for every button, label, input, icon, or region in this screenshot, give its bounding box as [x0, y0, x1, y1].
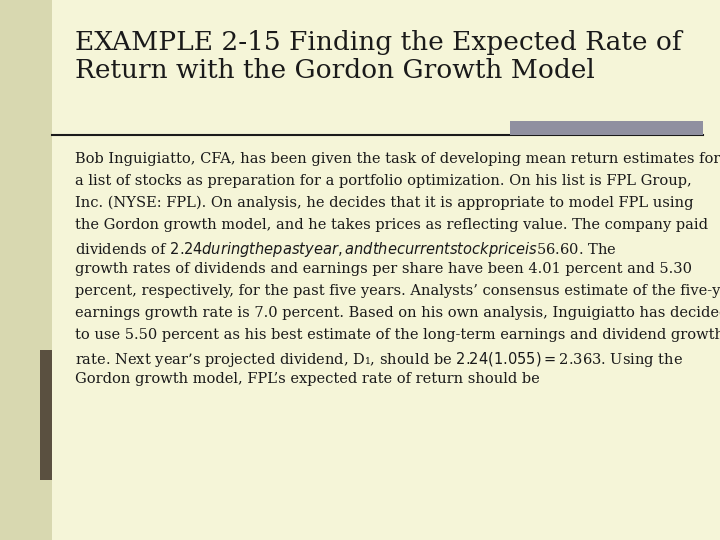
Bar — [510, 121, 703, 135]
Text: Return with the Gordon Growth Model: Return with the Gordon Growth Model — [75, 58, 595, 84]
Text: Bob Inguigiatto, CFA, has been given the task of developing mean return estimate: Bob Inguigiatto, CFA, has been given the… — [75, 152, 720, 166]
Text: earnings growth rate is 7.0 percent. Based on his own analysis, Inguigiatto has : earnings growth rate is 7.0 percent. Bas… — [75, 306, 720, 320]
Text: percent, respectively, for the past five years. Analysts’ consensus estimate of : percent, respectively, for the past five… — [75, 284, 720, 298]
Bar — [0, 0, 52, 540]
Text: a list of stocks as preparation for a portfolio optimization. On his list is FPL: a list of stocks as preparation for a po… — [75, 174, 692, 188]
Text: rate. Next year’s projected dividend, D₁, should be $2.24(1.055) = $2.363. Using: rate. Next year’s projected dividend, D₁… — [75, 350, 683, 369]
Bar — [40, 350, 52, 480]
Text: growth rates of dividends and earnings per share have been 4.01 percent and 5.30: growth rates of dividends and earnings p… — [75, 262, 692, 276]
Text: EXAMPLE 2-15 Finding the Expected Rate of: EXAMPLE 2-15 Finding the Expected Rate o… — [75, 30, 682, 55]
Text: dividends of $2.24 during the past year, and the current stock price is $56.60. : dividends of $2.24 during the past year,… — [75, 240, 616, 259]
Text: to use 5.50 percent as his best estimate of the long-term earnings and dividend : to use 5.50 percent as his best estimate… — [75, 328, 720, 342]
Text: Inc. (NYSE: FPL). On analysis, he decides that it is appropriate to model FPL us: Inc. (NYSE: FPL). On analysis, he decide… — [75, 196, 693, 211]
Text: the Gordon growth model, and he takes prices as reflecting value. The company pa: the Gordon growth model, and he takes pr… — [75, 218, 708, 232]
Text: Gordon growth model, FPL’s expected rate of return should be: Gordon growth model, FPL’s expected rate… — [75, 372, 540, 386]
